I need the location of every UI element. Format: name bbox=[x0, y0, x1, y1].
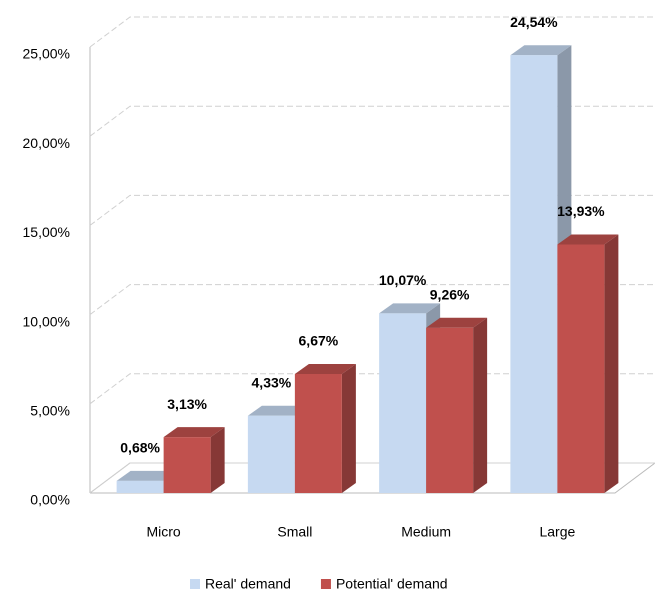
y-tick-label: 20,00% bbox=[23, 135, 70, 151]
data-label: 10,07% bbox=[379, 272, 427, 288]
bar-front bbox=[510, 55, 558, 494]
y-tick-label: 0,00% bbox=[30, 492, 70, 508]
bar bbox=[294, 364, 356, 493]
bar-side bbox=[604, 234, 619, 493]
bar-top bbox=[163, 427, 225, 438]
grid-line bbox=[89, 16, 655, 48]
bar-top bbox=[116, 470, 178, 481]
bar bbox=[426, 317, 488, 493]
y-tick-label: 5,00% bbox=[30, 403, 70, 419]
bar-front bbox=[294, 374, 342, 493]
legend-swatch bbox=[320, 579, 331, 589]
bar-front bbox=[379, 313, 427, 493]
bar bbox=[163, 427, 225, 493]
data-label: 24,54% bbox=[510, 14, 558, 30]
bar-side bbox=[473, 317, 488, 493]
bar-front bbox=[557, 244, 605, 493]
bar-top bbox=[426, 317, 488, 328]
legend-label: Potential' demand bbox=[336, 576, 448, 592]
x-tick-label: Small bbox=[277, 524, 312, 540]
grid-line bbox=[89, 194, 655, 226]
y-tick-label: 10,00% bbox=[23, 313, 70, 329]
y-tick-label: 15,00% bbox=[23, 224, 70, 240]
bar-front bbox=[116, 480, 164, 493]
bar-front bbox=[163, 437, 211, 493]
x-tick-label: Large bbox=[539, 524, 575, 540]
data-label: 13,93% bbox=[557, 203, 605, 219]
data-label: 9,26% bbox=[430, 287, 470, 303]
legend-label: Real' demand bbox=[205, 576, 291, 592]
bar-side bbox=[210, 427, 225, 493]
grid-line bbox=[89, 105, 655, 137]
bar-top bbox=[379, 303, 441, 314]
bar-side bbox=[341, 364, 356, 493]
data-label: 0,68% bbox=[120, 440, 160, 456]
data-label: 3,13% bbox=[167, 396, 207, 412]
legend-swatch bbox=[190, 579, 200, 589]
bar-front bbox=[247, 415, 295, 493]
bar-top bbox=[294, 364, 356, 375]
bar-top bbox=[247, 405, 309, 416]
bar-top bbox=[510, 45, 572, 56]
grid-line bbox=[89, 284, 655, 315]
x-tick-label: Medium bbox=[401, 524, 451, 540]
bar bbox=[557, 234, 619, 493]
y-tick-label: 25,00% bbox=[23, 46, 70, 62]
data-label: 6,67% bbox=[299, 333, 339, 349]
x-tick-label: Micro bbox=[147, 524, 181, 540]
bar-front bbox=[426, 327, 474, 493]
bar-top bbox=[557, 234, 619, 245]
data-label: 4,33% bbox=[252, 374, 292, 390]
